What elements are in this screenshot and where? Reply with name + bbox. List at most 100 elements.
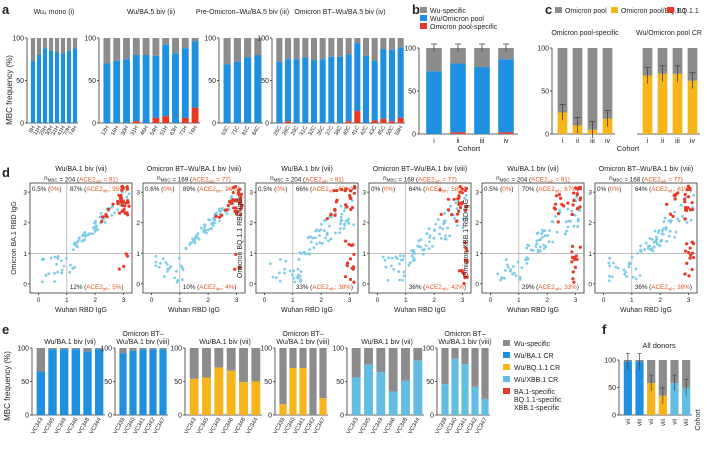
panel-e-legend-label: BQ.1.1-specific xyxy=(514,397,562,404)
panel-d-point-ace2-inhibiting xyxy=(683,272,687,276)
panel-b-bar-wu-omicron-pool xyxy=(450,63,466,133)
legend-label: BQ.1.1 xyxy=(677,8,699,15)
panel-a-group-2-y-tick-label: 0 xyxy=(212,121,216,128)
panel-d-point xyxy=(428,234,432,238)
panel-d-point xyxy=(536,250,540,254)
panel-d-point xyxy=(518,275,522,279)
panel-d-point xyxy=(173,276,176,280)
panel-d-point xyxy=(56,255,60,258)
panel-d-point xyxy=(541,229,545,233)
panel-d-point xyxy=(99,211,103,215)
panel-a-bar-wu-specific xyxy=(181,38,189,49)
panel-d-point xyxy=(573,213,577,217)
panel-d-point-ace2-inhibiting xyxy=(566,201,570,205)
panel-d-point xyxy=(525,261,529,265)
panel-d-point xyxy=(299,278,303,282)
panel-d-point xyxy=(322,229,326,233)
panel-d-point xyxy=(321,242,324,245)
panel-d-x-tick-label: 1 xyxy=(404,297,408,304)
panel-d-point xyxy=(59,259,63,263)
panel-d-point xyxy=(205,231,208,235)
panel-a-bar-wu-specific xyxy=(103,38,111,64)
panel-a-bar-wu-specific xyxy=(152,38,160,56)
panel-a-bar-wu-specific xyxy=(345,38,352,55)
panel-d-point xyxy=(422,248,426,252)
panel-d-point xyxy=(512,265,515,269)
panel-d-point xyxy=(296,273,300,277)
panel-d-point xyxy=(542,243,546,247)
panel-d-point-ace2-inhibiting xyxy=(669,212,673,216)
panel-e-bar-cross-reactive xyxy=(279,404,287,415)
panel-d-point xyxy=(509,269,512,273)
panel-c-x-tick-label: i xyxy=(562,138,564,145)
panel-a-x-tick-label: 45C xyxy=(377,125,387,137)
panel-d-x-tick-label: 3 xyxy=(348,297,352,304)
panel-a-x-tick-label: 11H xyxy=(33,125,43,136)
panel-e-bar-cross-reactive xyxy=(376,372,386,415)
panel-c-bar-omicron-pool xyxy=(672,48,683,74)
panel-d-point xyxy=(402,270,406,274)
panel-d-xlabel: Wuhan RBD IgG xyxy=(394,307,446,314)
panel-d-point xyxy=(534,245,538,248)
panel-d-point xyxy=(202,230,206,234)
panel-d-point xyxy=(543,234,547,238)
panel-d-point xyxy=(425,232,429,235)
panel-d-point xyxy=(113,211,116,215)
panel-d-x-tick-label: 2 xyxy=(93,297,97,304)
panel-d-point xyxy=(98,215,102,219)
panel-d-point-ace2-inhibiting xyxy=(325,216,329,221)
panel-d-point-ace2-inhibiting xyxy=(329,212,333,216)
panel-d-point-ace2-inhibiting xyxy=(438,188,442,192)
panel-f-xlabel: Cohort xyxy=(695,409,702,430)
panel-a-group-1-y-tick-label: 100 xyxy=(84,36,96,43)
panel-d-point xyxy=(638,274,642,278)
panel-label-a: a xyxy=(2,2,10,17)
panel-f-x-tick-label: vii xyxy=(626,419,632,425)
panel-d-point xyxy=(564,220,568,224)
panel-e-x-tick-label: VC344 xyxy=(246,416,260,435)
panel-d-point xyxy=(81,234,85,238)
panel-d-y-tick-label: 2 xyxy=(249,220,253,227)
panel-d-x-tick-label: 1 xyxy=(517,297,521,304)
panel-e-bar-cross-reactive xyxy=(481,398,489,415)
panel-d-point xyxy=(461,226,465,230)
panel-e-legend-label: Wu/XBB.1 CR xyxy=(514,377,558,384)
panel-a-bar-wu-omicron xyxy=(172,53,179,123)
panel-e-group-2-y-tick-label: 100 xyxy=(170,346,182,353)
panel-d-point xyxy=(527,244,531,247)
panel-d-point xyxy=(650,237,654,241)
panel-d-point-ace2-inhibiting xyxy=(562,204,566,208)
panel-f-y-tick-label: 100 xyxy=(604,358,616,365)
panel-e-legend-swatch xyxy=(503,352,510,358)
panel-a-x-tick-label: 43C xyxy=(368,125,378,137)
panel-d-x-tick-label: 3 xyxy=(461,297,465,304)
panel-f-bar-wu-specific xyxy=(670,360,679,384)
panel-a-bar-wu-omicron xyxy=(36,55,42,123)
panel-d-point xyxy=(174,269,178,273)
panel-d-point-ace2-inhibiting xyxy=(688,186,692,191)
panel-e-bar-wu-specific xyxy=(451,348,459,359)
panel-e-group-5-y-tick-label: 0 xyxy=(430,413,434,420)
panel-d-point xyxy=(75,241,79,245)
panel-d-point-ace2-inhibiting xyxy=(686,184,690,188)
panel-d-point-ace2-inhibiting xyxy=(335,188,339,193)
panel-e-group-4-y-tick-label: 0 xyxy=(340,413,344,420)
panel-c-x-tick-label: iv xyxy=(605,138,611,145)
panel-d-point-ace2-inhibiting xyxy=(333,213,337,217)
panel-d-point-ace2-inhibiting xyxy=(683,192,687,197)
panel-a-bar-wu-specific xyxy=(72,38,78,49)
panel-d-point xyxy=(658,244,662,248)
panel-e-bar-cross-reactive xyxy=(48,349,57,415)
panel-d-point xyxy=(576,219,580,223)
panel-d-point-ace2-inhibiting xyxy=(570,260,574,264)
panel-f-bar-cross-reactive xyxy=(647,383,656,415)
panel-d-point-ace2-inhibiting xyxy=(339,187,344,192)
legend-swatch-wu-specific xyxy=(420,7,427,13)
panel-d-point xyxy=(548,229,551,233)
panel-d-point xyxy=(295,276,299,279)
panel-d-point xyxy=(413,258,416,262)
panel-d-point xyxy=(319,228,323,232)
panel-a-bar-wu-omicron xyxy=(72,48,78,124)
panel-d-x-tick-label: 0 xyxy=(263,297,267,304)
panel-d-point xyxy=(614,265,618,269)
